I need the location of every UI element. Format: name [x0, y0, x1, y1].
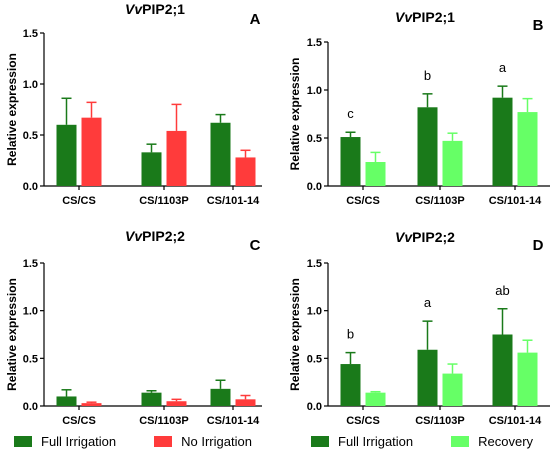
significance-letter: b: [424, 68, 431, 83]
y-axis-label: Relative expression: [5, 278, 19, 391]
bar: [210, 122, 231, 186]
bar: [442, 373, 463, 406]
x-tick-label: CS/101-14: [207, 195, 260, 207]
x-tick-label: CS/1103P: [415, 195, 465, 207]
panel-title: VvPIP2;2: [125, 228, 185, 244]
y-tick-label: 1.5: [23, 258, 38, 270]
y-axis-label: Relative expression: [288, 278, 302, 391]
bar: [81, 117, 102, 186]
y-tick-label: 0.0: [307, 181, 322, 193]
legend-label: Recovery: [478, 434, 534, 449]
y-tick-label: 1.5: [307, 258, 322, 270]
panel-c: 0.0 0.5 1.0 1.5 Relative expression VvPIP2;2 C…: [5, 228, 262, 427]
x-tick-label: CS/1103P: [139, 415, 189, 427]
x-tick-label: CS/101-14: [207, 415, 260, 427]
legend-swatch: [311, 436, 329, 447]
y-tick-label: 0.0: [307, 401, 322, 413]
x-tick-label: CS/CS: [346, 195, 380, 207]
panel-title-italic: Vv: [395, 9, 413, 25]
significance-letter: b: [347, 327, 354, 342]
legend-swatch: [451, 436, 470, 447]
panel-d: 0.0 0.5 1.0 1.5 Relative expression VvPIP2;2 D…: [288, 229, 550, 427]
y-tick-label: 1.0: [23, 306, 38, 318]
bar: [166, 130, 187, 186]
x-tick-label: CS/1103P: [415, 415, 465, 427]
y-tick-label: 1.0: [23, 79, 38, 91]
bar: [235, 157, 256, 186]
legend-left: Full Irrigation No Irrigation: [14, 434, 252, 449]
y-tick-label: 1.5: [23, 28, 38, 40]
y-axis-label: Relative expression: [5, 53, 19, 166]
panel-letter: D: [533, 237, 544, 254]
panel-letter: A: [250, 11, 261, 28]
significance-letter: c: [347, 106, 354, 121]
x-tick-label: CS/CS: [62, 415, 96, 427]
bar: [81, 403, 102, 406]
panel-title-rest: PIP2;1: [412, 9, 455, 25]
bar: [517, 112, 538, 186]
bar: [365, 392, 386, 406]
y-tick-label: 0.5: [307, 353, 322, 365]
bar: [340, 137, 361, 186]
significance-letter: ab: [495, 283, 509, 298]
x-tick-label: CS/101-14: [489, 415, 542, 427]
bar: [141, 392, 162, 406]
bar: [417, 349, 438, 406]
bar: [56, 396, 77, 406]
x-tick-label: CS/CS: [346, 415, 380, 427]
legend-swatch: [14, 436, 32, 447]
bar: [365, 162, 386, 186]
panel-a: 0.0 0.5 1.0 1.5 Relative expression VvPIP2;1 A…: [5, 1, 262, 207]
x-tick-label: CS/1103P: [139, 195, 189, 207]
bar: [492, 97, 513, 186]
legend-label: No Irrigation: [181, 434, 252, 449]
bar: [340, 364, 361, 406]
panel-title: VvPIP2;1: [395, 9, 455, 25]
panel-title: VvPIP2;2: [395, 229, 455, 245]
bar: [235, 399, 256, 406]
panel-title-italic: Vv: [125, 228, 143, 244]
bar: [166, 401, 187, 406]
panel-title-italic: Vv: [125, 1, 143, 17]
bar: [442, 140, 463, 186]
panel-title-italic: Vv: [395, 229, 413, 245]
legend-label: Full Irrigation: [41, 434, 117, 449]
significance-letter: a: [424, 295, 432, 310]
bar: [56, 124, 77, 186]
panel-title-rest: PIP2;2: [412, 229, 455, 245]
y-tick-label: 1.5: [307, 37, 322, 49]
y-tick-label: 1.0: [307, 306, 322, 318]
bar: [517, 352, 538, 406]
legend-right: Full Irrigation Recovery: [311, 434, 533, 449]
legend-swatch: [154, 436, 173, 447]
y-axis-label: Relative expression: [288, 58, 302, 171]
x-tick-label: CS/101-14: [489, 195, 542, 207]
bar: [210, 388, 231, 406]
panel-letter: C: [250, 237, 261, 254]
bar: [141, 152, 162, 186]
y-tick-label: 0.0: [23, 181, 38, 193]
x-tick-label: CS/CS: [62, 195, 96, 207]
y-tick-label: 0.0: [23, 401, 38, 413]
legend-label: Full Irrigation: [338, 434, 414, 449]
panel-title: VvPIP2;1: [125, 1, 185, 17]
y-tick-label: 0.5: [23, 130, 38, 142]
panel-b: 0.0 0.5 1.0 1.5 Relative expression VvPIP2;1 B…: [288, 9, 550, 207]
y-tick-label: 1.0: [307, 85, 322, 97]
y-tick-label: 0.5: [307, 133, 322, 145]
bar: [417, 107, 438, 186]
panel-title-rest: PIP2;2: [142, 228, 185, 244]
panel-letter: B: [533, 17, 544, 34]
y-tick-label: 0.5: [23, 353, 38, 365]
significance-letter: a: [499, 60, 507, 75]
panel-title-rest: PIP2;1: [142, 1, 185, 17]
bar: [492, 334, 513, 406]
